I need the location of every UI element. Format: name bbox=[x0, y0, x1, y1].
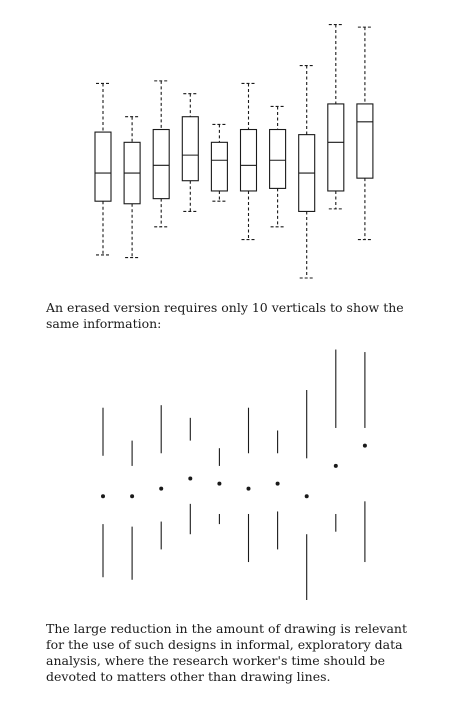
median-dot bbox=[188, 476, 193, 481]
box-9 bbox=[327, 24, 345, 210]
erased-vertical-5 bbox=[217, 448, 222, 525]
iqr-box bbox=[327, 103, 345, 192]
box-4 bbox=[181, 93, 199, 212]
box-2 bbox=[123, 116, 141, 259]
box-7 bbox=[269, 105, 287, 228]
erased-vertical-1 bbox=[101, 407, 105, 578]
iqr-box bbox=[181, 116, 199, 182]
iqr-box bbox=[210, 141, 228, 192]
box-10 bbox=[356, 26, 374, 241]
erased-vertical-9 bbox=[333, 349, 338, 532]
erased-vertical-3 bbox=[159, 405, 164, 550]
box-6 bbox=[239, 82, 258, 241]
median-dot bbox=[101, 494, 105, 499]
iqr-box bbox=[239, 128, 258, 192]
erased-vertical-8 bbox=[304, 390, 309, 600]
erased-vertical-2 bbox=[130, 440, 135, 580]
median-dot bbox=[333, 463, 338, 468]
erased-vertical-10 bbox=[362, 352, 367, 563]
median-dot bbox=[246, 486, 251, 491]
box-3 bbox=[152, 80, 170, 228]
erased-vertical-7 bbox=[275, 430, 280, 550]
iqr-box bbox=[269, 128, 287, 189]
median-dot bbox=[275, 481, 280, 486]
iqr-box bbox=[152, 128, 170, 200]
iqr-box bbox=[356, 103, 374, 179]
boxplot-chart bbox=[94, 24, 374, 279]
erased-boxplot-chart bbox=[101, 349, 367, 600]
median-dot bbox=[362, 443, 367, 448]
median-dot bbox=[130, 494, 135, 499]
erased-vertical-6 bbox=[246, 407, 251, 563]
box-1 bbox=[94, 82, 112, 256]
median-dot bbox=[304, 494, 309, 499]
paragraph-reduction: The large reduction in the amount of dra… bbox=[46, 621, 407, 684]
median-dot bbox=[217, 481, 222, 486]
box-5 bbox=[210, 123, 228, 202]
iqr-box bbox=[94, 131, 112, 202]
box-8 bbox=[298, 64, 316, 279]
paragraph-erased-version: An erased version requires only 10 verti… bbox=[46, 300, 404, 331]
erased-vertical-4 bbox=[188, 417, 193, 535]
median-dot bbox=[159, 486, 164, 491]
